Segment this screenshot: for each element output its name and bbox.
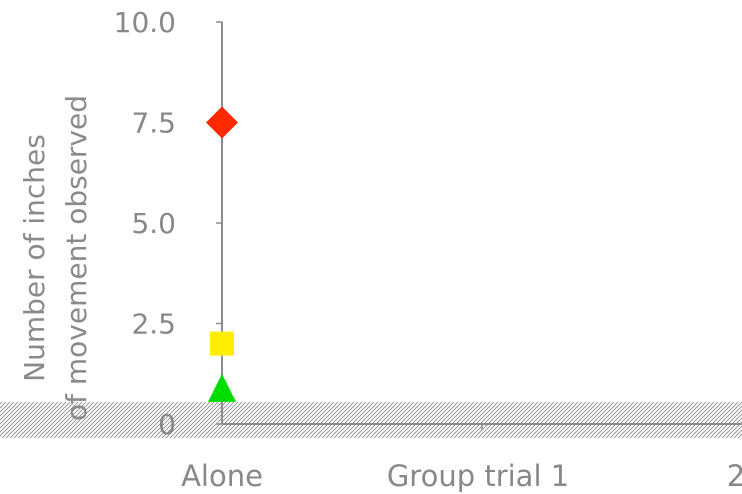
y-axis-label-line-1: Number of inches [18, 134, 51, 382]
data-points [206, 106, 238, 402]
x-tick-label: 2 [727, 459, 742, 493]
y-tick-label: 10.0 [114, 6, 176, 39]
x-tick-label: Group trial 1 [387, 459, 569, 493]
y-tick-labels: 0 2.5 5.0 7.5 10.0 [114, 6, 176, 441]
x-tick-label: Alone [181, 459, 263, 493]
y-axis-label: Number of inches of movement observed [18, 95, 93, 421]
x-tick-labels: Alone Group trial 1 2 [181, 459, 742, 493]
data-point-square [210, 331, 234, 356]
y-tick-label: 0 [158, 408, 176, 441]
data-point-diamond [206, 106, 238, 139]
x-tick-label-strip [0, 438, 742, 494]
data-point-triangle [208, 373, 236, 402]
y-tick-label: 5.0 [131, 207, 176, 240]
y-tick-label: 7.5 [131, 107, 176, 140]
y-axis-label-line-2: of movement observed [60, 95, 93, 421]
y-tick-label: 2.5 [131, 308, 176, 341]
